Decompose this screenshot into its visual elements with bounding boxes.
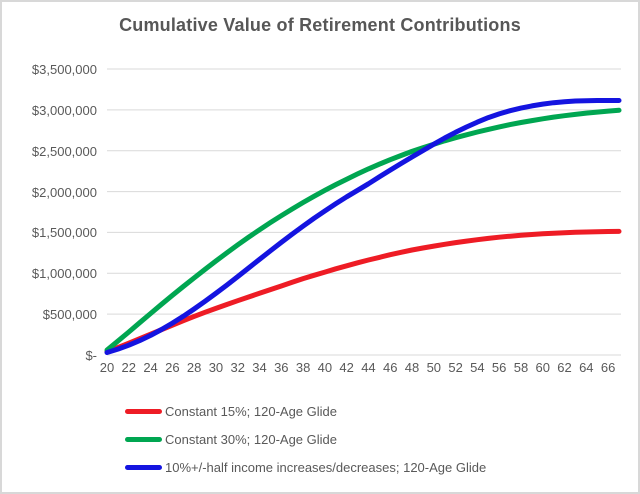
y-tick-label: $1,500,000: [31, 225, 97, 241]
y-tick-label: $3,000,000: [31, 102, 97, 118]
x-tick-label: 58: [513, 360, 529, 375]
x-tick-label: 28: [186, 360, 202, 375]
series-line-1: [104, 228, 622, 355]
x-tick-label: 36: [274, 360, 289, 375]
legend-line-swatch: [125, 464, 162, 470]
x-tick-label: 46: [382, 360, 398, 375]
y-tick-label: $-: [85, 348, 97, 363]
x-tick-label: 66: [600, 360, 616, 375]
x-tick-label: 20: [99, 360, 115, 375]
legend: Constant 15%; 120-Age Glide Constant 30%;…: [125, 403, 486, 487]
x-tick-label: 26: [165, 360, 180, 375]
y-tick-label: $2,500,000: [31, 143, 97, 159]
x-tick-label: 64: [579, 360, 594, 375]
legend-item: Constant 30%; 120-Age Glide: [125, 431, 486, 447]
x-tick-label: 44: [361, 360, 376, 375]
x-tick-label: 48: [404, 360, 420, 375]
y-tick-label: $2,000,000: [31, 184, 97, 200]
legend-item: 10%+/-half income increases/decreases; 1…: [125, 459, 486, 475]
x-tick-label: 24: [143, 360, 158, 375]
legend-label: 10%+/-half income increases/decreases; 1…: [165, 459, 487, 475]
legend-item: Constant 15%; 120-Age Glide: [125, 403, 486, 419]
x-tick-label: 52: [448, 360, 463, 375]
x-tick-label: 22: [121, 360, 137, 375]
legend-line-swatch: [125, 408, 162, 414]
x-tick-label: 50: [426, 360, 442, 375]
series-line-3: [104, 98, 622, 355]
y-tick-label: $3,500,000: [31, 62, 97, 77]
legend-label: Constant 15%; 120-Age Glide: [165, 403, 337, 419]
y-tick-label: $500,000: [42, 307, 97, 323]
x-tick-label: 54: [470, 360, 485, 375]
y-tick-label: $1,000,000: [31, 266, 97, 282]
x-tick-label: 40: [317, 360, 333, 375]
chart-title: Cumulative Value of Retirement Contribut…: [119, 15, 521, 35]
series-line-2: [104, 107, 622, 353]
x-tick-label: 30: [208, 360, 224, 375]
x-tick-label: 32: [230, 360, 245, 375]
legend-line-swatch: [125, 436, 162, 442]
x-tick-label: 60: [535, 360, 550, 375]
x-tick-label: 62: [557, 360, 572, 375]
x-tick-label: 34: [252, 360, 267, 375]
legend-label: Constant 30%; 120-Age Glide: [165, 431, 337, 447]
x-tick-label: 42: [339, 360, 354, 375]
x-tick-label: 38: [295, 360, 311, 375]
x-tick-label: 56: [491, 360, 507, 375]
